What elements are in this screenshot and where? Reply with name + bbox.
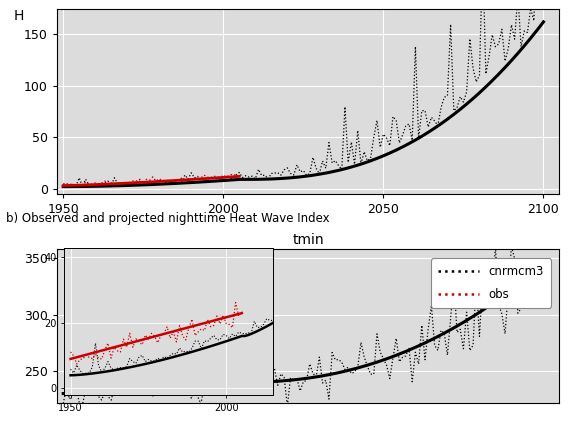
Title: tmin: tmin [293, 233, 324, 247]
Y-axis label: H: H [13, 9, 23, 23]
Legend: cnrmcm3, obs: cnrmcm3, obs [431, 258, 551, 308]
Text: b) Observed and projected nighttime Heat Wave Index: b) Observed and projected nighttime Heat… [6, 212, 329, 225]
